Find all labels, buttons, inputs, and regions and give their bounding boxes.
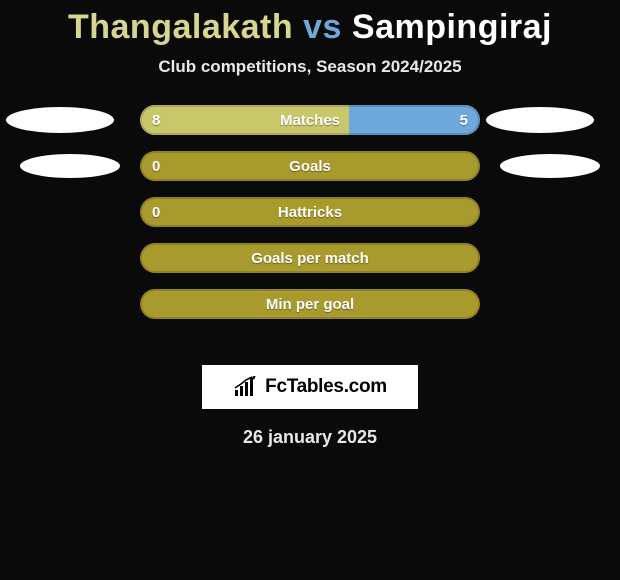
player2-name: Sampingiraj — [352, 8, 552, 46]
player-photo-placeholder — [486, 107, 594, 133]
vs-text: vs — [303, 8, 342, 46]
player1-name: Thangalakath — [68, 8, 293, 46]
player-photo-placeholder — [6, 107, 114, 133]
comparison-chart: 85Matches 0Goals 0Hattricks Goals per match… — [0, 105, 620, 355]
stat-row-mpg: Min per goal — [140, 289, 480, 319]
player-photo-placeholder — [20, 154, 120, 178]
stat-label: Goals per match — [140, 243, 480, 273]
stat-label: Hattricks — [140, 197, 480, 227]
player-photo-placeholder — [500, 154, 600, 178]
date-label: 26 january 2025 — [0, 427, 620, 448]
stat-label: Matches — [140, 105, 480, 135]
page-title: Thangalakath vs Sampingiraj — [0, 0, 620, 47]
fctables-logo: FcTables.com — [202, 365, 418, 409]
stat-row-hattricks: 0Hattricks — [140, 197, 480, 227]
subtitle: Club competitions, Season 2024/2025 — [0, 57, 620, 77]
chart-icon — [233, 376, 259, 398]
stat-label: Min per goal — [140, 289, 480, 319]
logo-text: FcTables.com — [265, 376, 387, 398]
stat-row-gpm: Goals per match — [140, 243, 480, 273]
stat-row-goals: 0Goals — [140, 151, 480, 181]
stat-row-matches: 85Matches — [140, 105, 480, 135]
stat-label: Goals — [140, 151, 480, 181]
